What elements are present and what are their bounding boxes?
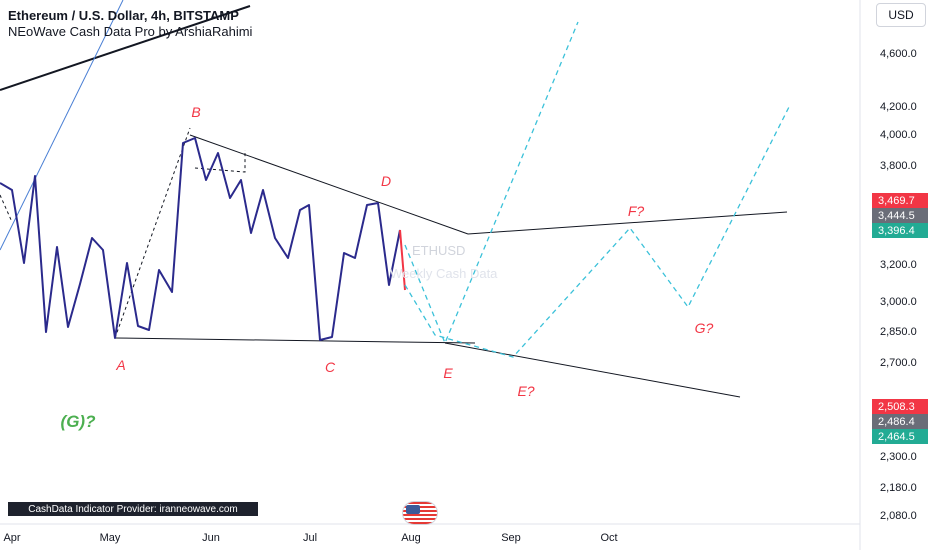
- price-tick: 2,080.0: [880, 510, 917, 522]
- price-tick: 4,600.0: [880, 48, 917, 60]
- projection-path-2[interactable]: [404, 104, 791, 358]
- indicator-name[interactable]: NEoWave Cash Data Pro by ArshiaRahimi: [8, 24, 253, 39]
- price-badge: 3,469.7: [878, 195, 915, 207]
- wave-label-g-q: G?: [695, 320, 714, 336]
- blue-trend-line[interactable]: [0, 0, 124, 251]
- price-badge-bg: [872, 399, 928, 414]
- wave-label-d: D: [381, 173, 391, 189]
- dashed-helper-2: [114, 127, 191, 339]
- price-badge: 3,444.5: [878, 210, 915, 222]
- chart-title[interactable]: Ethereum / U.S. Dollar, 4h, BITSTAMP: [8, 8, 239, 23]
- projection-lower-line[interactable]: [444, 342, 741, 398]
- price-tick: 4,000.0: [880, 129, 917, 141]
- price-tick: 3,800.0: [880, 160, 917, 172]
- flag-canton: [406, 505, 420, 514]
- last-candle[interactable]: [399, 229, 406, 291]
- price-tick: 2,850.0: [880, 326, 917, 338]
- price-tick: 3,200.0: [880, 259, 917, 271]
- price-tick: 2,180.0: [880, 482, 917, 494]
- price-badge: 2,464.5: [878, 431, 915, 443]
- time-label: Jul: [303, 532, 317, 544]
- price-tick: 2,700.0: [880, 357, 917, 369]
- us-flag-icon[interactable]: [403, 502, 437, 524]
- price-badge-bg: [872, 414, 928, 429]
- price-badge-bg: [872, 429, 928, 444]
- projection-path-1[interactable]: [404, 21, 579, 345]
- watermark-subtitle: Weekly Cash Data: [390, 266, 498, 281]
- price-tick: 4,200.0: [880, 101, 917, 113]
- provider-label: CashData Indicator Provider: iranneowave…: [8, 502, 258, 516]
- price-badge-bg: [872, 193, 928, 208]
- price-badge: 2,508.3: [878, 401, 915, 413]
- price-badge: 3,396.4: [878, 225, 915, 237]
- price-badge-bg: [872, 208, 928, 223]
- dashed-helper-3: [194, 150, 246, 173]
- price-badge-bg: [872, 223, 928, 238]
- time-label: Oct: [600, 532, 617, 544]
- wave-label-c: C: [325, 359, 336, 375]
- wave-label-e: E: [443, 365, 453, 381]
- currency-button[interactable]: USD: [876, 3, 926, 27]
- time-label: Jun: [202, 532, 220, 544]
- wave-label-a: A: [115, 357, 125, 373]
- price-tick: 3,000.0: [880, 296, 917, 308]
- time-label: May: [100, 532, 121, 544]
- wave-label-e-q: E?: [517, 383, 534, 399]
- watermark-symbol: ETHUSD: [412, 243, 465, 258]
- wave-label-b: B: [191, 104, 200, 120]
- price-line[interactable]: [0, 137, 401, 341]
- time-label: Sep: [501, 532, 521, 544]
- triangle-lower-line[interactable]: [114, 337, 476, 344]
- time-label: Apr: [3, 532, 20, 544]
- dashed-helper-1: [0, 194, 13, 223]
- price-badge: 2,486.4: [878, 416, 915, 428]
- upper-channel-line[interactable]: [0, 5, 251, 91]
- wave-label-big-g: (G)?: [61, 412, 97, 431]
- price-tick: 2,300.0: [880, 451, 917, 463]
- time-label: Aug: [401, 532, 421, 544]
- triangle-upper-line[interactable]: [189, 134, 469, 235]
- wave-label-f-q: F?: [628, 203, 645, 219]
